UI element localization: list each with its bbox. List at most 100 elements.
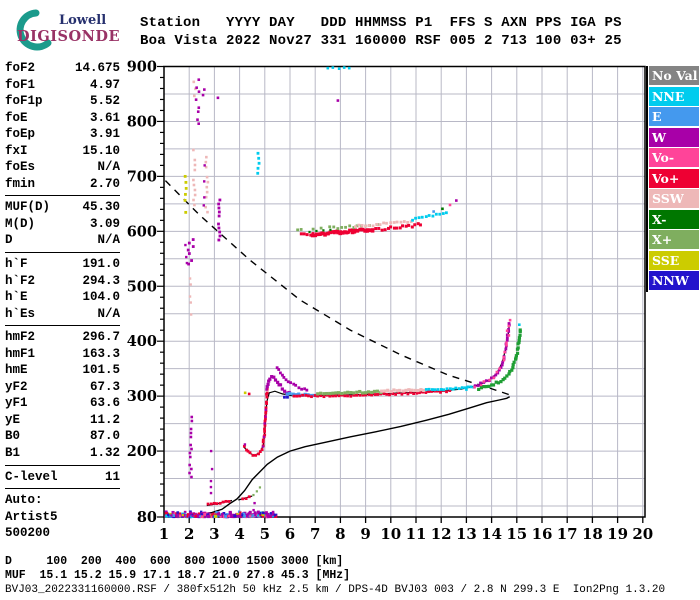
x-tick-label: 13 <box>456 525 477 543</box>
param-row-hmf1: hmF1 163.3 <box>5 346 120 363</box>
x-tick-label: 12 <box>431 525 452 543</box>
logo-arc-icon <box>16 9 52 51</box>
y-tick-label: 600 <box>127 223 157 240</box>
param-label: foF1p <box>5 94 43 109</box>
param-footer-line: Auto: <box>5 493 43 508</box>
x-tick-label: 11 <box>406 525 427 543</box>
header-field-values: Boa Vista 2022 Nov27 331 160000 RSF 005 … <box>140 33 622 49</box>
legend-item-x-: X- <box>649 209 699 229</box>
param-row-he: h`E 104.0 <box>5 289 120 306</box>
param-row-d: D N/A <box>5 232 120 249</box>
x-tick-label: 10 <box>380 525 401 543</box>
param-value: 11 <box>104 469 120 484</box>
legend-item-e: E <box>649 107 699 126</box>
param-row-fxi: fxI 15.10 <box>5 143 120 160</box>
param-value: 15.10 <box>82 143 120 158</box>
param-value: 3.09 <box>89 216 120 231</box>
param-label: h`F <box>5 257 28 272</box>
x-tick-label: 4 <box>234 525 244 543</box>
param-row-ye: yE 11.2 <box>5 412 120 429</box>
param-separator <box>5 252 120 254</box>
param-label: hmF1 <box>5 346 36 361</box>
param-row-yf2: yF2 67.3 <box>5 379 120 396</box>
legend-item-sse: SSE <box>649 250 699 270</box>
param-row-hes: h`Es N/A <box>5 306 120 323</box>
param-value: 1.32 <box>89 446 120 461</box>
param-row-mufd: MUF(D) 45.30 <box>5 199 120 216</box>
x-tick-label: 9 <box>360 525 370 543</box>
param-label: h`Es <box>5 306 36 321</box>
logo-digisonde-text: DIGISONDE <box>17 28 121 45</box>
x-tick-label: 16 <box>532 525 553 543</box>
legend-item-noval: No Val <box>649 66 699 85</box>
x-tick-label: 19 <box>607 525 628 543</box>
legend-item-x+: X+ <box>649 230 699 249</box>
param-row-hmf2: hmF2 296.7 <box>5 329 120 346</box>
legend-item-nnw: NNW <box>649 271 699 290</box>
legend-item-w: W <box>649 127 699 147</box>
param-value: 14.675 <box>74 61 120 75</box>
param-label: yF1 <box>5 396 28 411</box>
plot-border <box>163 65 646 518</box>
x-tick-label: 18 <box>582 525 603 543</box>
param-separator <box>5 325 120 327</box>
param-row-foep: foEp 3.91 <box>5 126 120 143</box>
param-value: 11.2 <box>89 412 120 427</box>
y-tick-label: 400 <box>127 333 157 350</box>
param-row-fof1p: foF1p 5.52 <box>5 93 120 110</box>
param-label: foE <box>5 110 28 125</box>
scaled-parameters-panel: foF2 14.675 foF1 4.97 foF1p 5.52 foE 3.61 foEp 3.… <box>5 60 120 542</box>
y-tick-label: 200 <box>127 443 157 460</box>
param-value: 67.3 <box>89 379 120 394</box>
param-label: h`E <box>5 290 28 305</box>
param-label: D <box>5 233 13 248</box>
param-value: 3.61 <box>89 110 120 125</box>
param-row-b0: B0 87.0 <box>5 428 120 445</box>
param-row-fof1: foF1 4.97 <box>5 77 120 94</box>
param-value: 45.30 <box>82 200 120 215</box>
param-label: hmE <box>5 363 28 378</box>
param-row-md: M(D) 3.09 <box>5 216 120 233</box>
param-value: 5.52 <box>89 94 120 109</box>
param-value: 104.0 <box>82 290 120 305</box>
y-tick-label: 800 <box>127 113 157 130</box>
param-row-hf: h`F 191.0 <box>5 256 120 273</box>
y-tick-label: 80 <box>137 509 157 526</box>
logo-lowell-text: Lowell <box>59 13 107 28</box>
series-topside-profile-dashed <box>164 179 509 396</box>
x-tick-label: 3 <box>209 525 219 543</box>
distance-row: D 100 200 400 600 800 1000 1500 3000 [km… <box>5 555 344 568</box>
param-label: foF2 <box>5 61 36 75</box>
doppler-direction-legend: No Val NNE E W Vo- Vo+ SSW X- X+ SSE NNW <box>646 66 699 292</box>
param-row-hme: hmE 101.5 <box>5 362 120 379</box>
param-separator <box>5 488 120 490</box>
param-label: fxI <box>5 143 28 158</box>
legend-item-vo-: Vo- <box>649 148 699 167</box>
param-value: N/A <box>97 233 120 248</box>
x-tick-label: 17 <box>557 525 578 543</box>
param-label: B1 <box>5 446 21 461</box>
x-tick-label: 2 <box>184 525 194 543</box>
param-value: 2.70 <box>89 176 120 191</box>
param-row-fof2: foF2 14.675 <box>5 60 120 77</box>
param-label: foF1 <box>5 77 36 92</box>
x-tick-label: 6 <box>285 525 295 543</box>
x-tick-label: 5 <box>260 525 270 543</box>
param-label: h`F2 <box>5 273 36 288</box>
param-value: 4.97 <box>89 77 120 92</box>
param-label: fmin <box>5 176 36 191</box>
param-value: 296.7 <box>82 330 120 345</box>
y-tick-label: 500 <box>127 278 157 295</box>
param-label: C-level <box>5 469 58 484</box>
legend-item-nne: NNE <box>649 86 699 106</box>
param-value: N/A <box>97 160 120 175</box>
param-row-foes: foEs N/A <box>5 159 120 176</box>
param-label: foEs <box>5 160 36 175</box>
y-tick-label: 700 <box>127 168 157 185</box>
param-row-hf2: h`F2 294.3 <box>5 273 120 290</box>
series-bottomside-profile <box>168 396 511 517</box>
param-row-clevel: C-level 11 <box>5 469 120 486</box>
param-row-fmin: fmin 2.70 <box>5 176 120 193</box>
